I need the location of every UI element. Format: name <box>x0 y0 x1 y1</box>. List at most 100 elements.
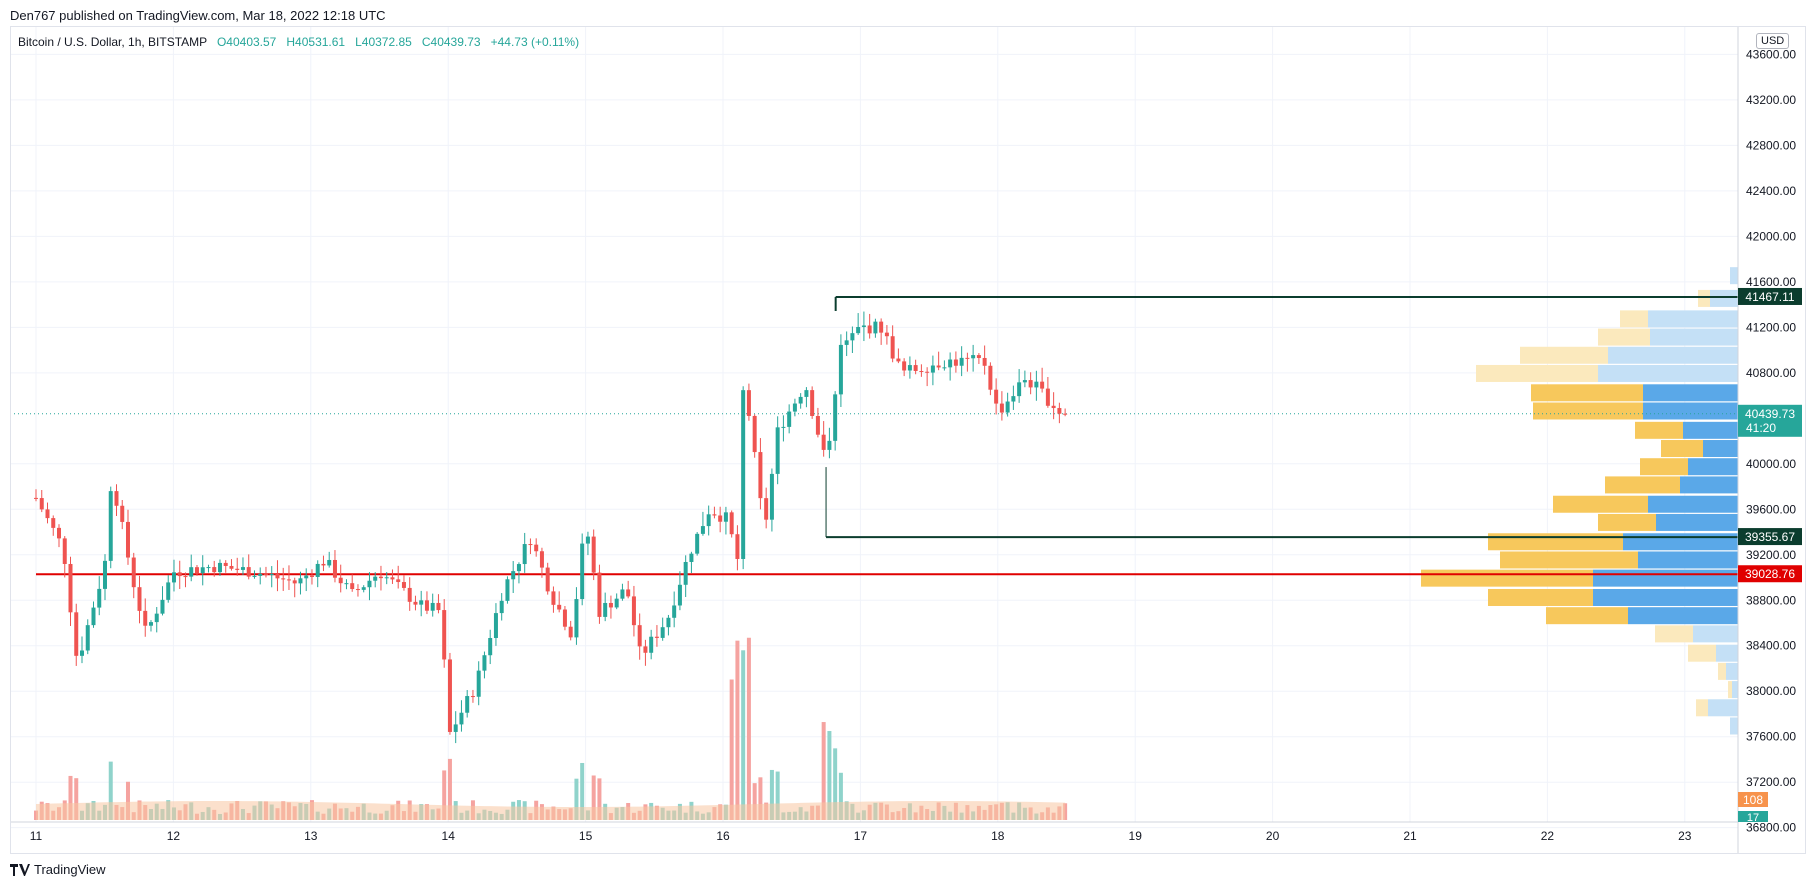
candle-down <box>568 626 573 638</box>
volume-profile-buy-bar <box>1716 644 1738 662</box>
candle-down <box>355 589 360 591</box>
currency-button[interactable]: USD <box>1756 33 1790 49</box>
candle-down <box>879 321 884 333</box>
candle-down <box>34 497 38 499</box>
volume-bar <box>758 777 763 820</box>
candle-up <box>189 567 194 577</box>
candle-down <box>729 512 734 535</box>
y-tick-label: 40000.00 <box>1746 457 1796 471</box>
x-tick-label: 14 <box>442 829 456 843</box>
y-tick-label: 41200.00 <box>1746 320 1796 334</box>
candle-down <box>194 567 199 574</box>
volume-bar <box>580 762 585 820</box>
x-tick-label: 11 <box>30 829 43 843</box>
key-level-tag <box>1738 287 1802 305</box>
candle-up <box>344 583 349 585</box>
candle-down <box>637 625 642 647</box>
volume-profile-buy-bar <box>1650 328 1738 346</box>
candle-up <box>574 599 579 638</box>
volume-bar <box>769 769 774 820</box>
volume-bar <box>729 679 734 820</box>
volume-profile-sell-bar <box>1476 364 1598 382</box>
candle-down <box>884 332 889 337</box>
candle-down <box>1040 381 1045 389</box>
candle-down <box>631 596 636 626</box>
volume-profile-sell-bar <box>1531 384 1643 402</box>
candle-up <box>304 575 309 579</box>
volume-profile-buy-bar <box>1608 346 1738 364</box>
x-tick-label: 20 <box>1266 829 1280 843</box>
tradingview-logo-icon <box>10 863 30 876</box>
x-tick-label: 17 <box>854 829 868 843</box>
candle-down <box>286 579 291 581</box>
key-level-tag <box>1738 528 1802 546</box>
candle-up <box>971 355 976 359</box>
candle-down <box>321 563 326 566</box>
symbol-title[interactable]: Bitcoin / U.S. Dollar, 1h, BITSTAMP <box>18 35 207 49</box>
candle-up <box>1005 401 1010 413</box>
candle-down <box>338 577 343 584</box>
volume-profile-sell-bar <box>1698 289 1710 307</box>
volume-profile-sell-bar <box>1718 662 1726 680</box>
candle-down <box>1028 380 1033 388</box>
volume-bar <box>447 758 452 820</box>
volume-profile-sell-bar <box>1728 681 1732 699</box>
candle-up <box>459 712 464 725</box>
volume-profile-sell-bar <box>1661 440 1703 458</box>
volume-profile-sell-bar <box>1688 644 1716 662</box>
candle-up <box>672 605 677 618</box>
candle-down <box>562 609 567 627</box>
candle-up <box>522 544 527 565</box>
candle-up <box>792 403 797 412</box>
candle-up <box>1017 382 1022 397</box>
candle-up <box>959 357 964 366</box>
candle-down <box>281 578 286 580</box>
candle-up <box>465 696 470 713</box>
time-axis: 11 12 13 14 15 16 17 18 19 20 21 22 23 <box>10 821 1738 843</box>
volume-bar <box>752 783 757 820</box>
volume-bar <box>74 778 79 820</box>
y-tick-label: 42400.00 <box>1746 184 1796 198</box>
volume-profile-buy-bar <box>1710 289 1738 307</box>
volume-profile-buy-bar <box>1726 662 1738 680</box>
candle-up <box>488 637 493 656</box>
volume-buy-value: 17 <box>1747 812 1759 824</box>
candle-up <box>689 553 694 562</box>
volume-profile-buy-bar <box>1703 440 1738 458</box>
y-tick-label: 37600.00 <box>1746 730 1796 744</box>
candle-up <box>930 365 935 373</box>
candle-down <box>913 365 918 371</box>
candle-up <box>79 650 84 656</box>
candle-down <box>919 370 924 372</box>
candle-down <box>235 568 240 570</box>
candle-up <box>798 396 803 404</box>
candle-down <box>263 573 268 575</box>
volume-profile-buy-bar <box>1656 513 1738 531</box>
candle-down <box>976 355 981 358</box>
volume-profile-sell-bar <box>1533 402 1643 420</box>
candle-down <box>545 567 550 592</box>
volume-profile-sell-bar <box>1500 551 1638 569</box>
volume-profile-sell-bar <box>1635 421 1683 439</box>
candle-down <box>718 515 723 522</box>
candle-up <box>511 571 516 580</box>
low-value: L40372.85 <box>355 35 412 49</box>
candle-down <box>424 600 429 611</box>
candle-down <box>332 559 337 578</box>
candle-up <box>148 622 153 626</box>
candle-down <box>1057 408 1062 414</box>
candle-down <box>120 505 125 522</box>
candle-up <box>844 340 849 345</box>
x-tick-label: 22 <box>1541 829 1555 843</box>
x-tick-label: 18 <box>991 829 1005 843</box>
volume-profile-sell-bar <box>1488 588 1593 606</box>
candle-up <box>154 613 159 623</box>
candle-down <box>902 361 907 371</box>
volume-profile-buy-bar <box>1732 681 1738 699</box>
published-by-text: Den767 published on TradingView.com, Mar… <box>10 8 386 23</box>
candle-down <box>528 544 533 546</box>
candle-up <box>298 578 303 584</box>
volume-profile-buy-bar <box>1648 310 1738 328</box>
